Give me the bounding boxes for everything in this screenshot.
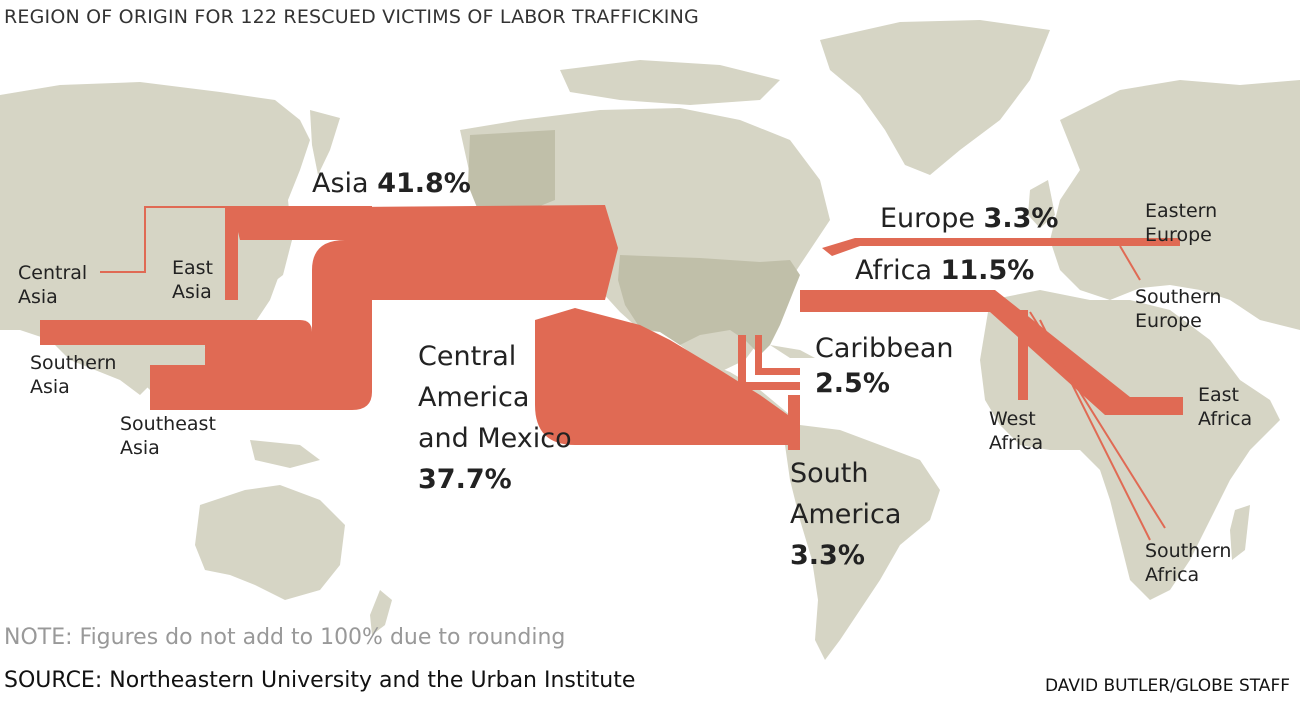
central-america-name-1: Central	[418, 341, 517, 372]
central-asia-label: Central Asia	[18, 262, 87, 310]
west-africa-label: West Africa	[989, 408, 1043, 456]
footnote: NOTE: Figures do not add to 100% due to …	[4, 625, 566, 650]
asia-label: Asia 41.8%	[312, 168, 471, 199]
central-asia-line-1: Central	[18, 262, 88, 284]
southern-africa-label: Southern Africa	[1145, 540, 1231, 588]
east-asia-line-2: Asia	[172, 280, 212, 303]
southern-europe-leader	[1119, 245, 1141, 281]
south-america-landmass	[785, 425, 940, 660]
europe-landmass	[1050, 80, 1300, 330]
usa-highlight	[618, 255, 800, 355]
chart-title: REGION OF ORIGIN FOR 122 RESCUED VICTIMS…	[4, 6, 699, 28]
new-guinea	[250, 440, 320, 468]
europe-name: Europe	[880, 203, 975, 234]
british-isles	[1028, 180, 1055, 228]
east-asia-label: East Asia	[172, 257, 213, 305]
new-zealand	[370, 590, 392, 635]
asia-name: Asia	[312, 168, 369, 199]
east-africa-line-2: Africa	[1198, 407, 1253, 430]
africa-branch-west	[1018, 310, 1028, 400]
west-africa-line-1: West	[989, 408, 1036, 430]
europe-flow	[822, 238, 1180, 256]
africa-flow	[800, 290, 1183, 415]
alaska-highlight	[468, 130, 555, 225]
asia-pct: 41.8%	[377, 168, 471, 199]
europe-label: Europe 3.3%	[880, 203, 1059, 234]
central-america-name-2: America	[418, 382, 530, 414]
southern-asia-label: Southern Asia	[30, 352, 116, 400]
australia-landmass	[195, 485, 345, 600]
caribbean-pct: 2.5%	[815, 368, 890, 400]
greenland	[820, 20, 1050, 175]
africa-pct: 11.5%	[940, 255, 1035, 286]
east-africa-label: East Africa	[1198, 384, 1252, 432]
southern-africa-line-1: Southern	[1145, 540, 1232, 562]
credit-line: DAVID BUTLER/GLOBE STAFF	[1045, 676, 1290, 696]
caribbean-name: Caribbean	[815, 333, 954, 364]
madagascar	[1230, 505, 1250, 560]
flow-bands	[40, 205, 1183, 450]
canadian-arctic	[560, 60, 780, 105]
caribbean-islands	[770, 345, 815, 358]
central-america-flow	[535, 308, 788, 445]
central-america-name-3: and Mexico	[418, 423, 572, 455]
west-africa-line-2: Africa	[989, 431, 1044, 454]
asia-flow-band	[205, 205, 618, 410]
south-america-name-2: America	[790, 499, 902, 531]
leader-lines	[100, 206, 1175, 541]
south-america-pct: 3.3%	[790, 540, 865, 572]
eastern-europe-line-2: Europe	[1145, 223, 1212, 246]
caribbean-label: Caribbean 2.5%	[815, 331, 954, 401]
asia-branch-southeast	[150, 365, 205, 410]
south-america-label: South America 3.3%	[790, 453, 901, 576]
east-africa-line-1: East	[1198, 384, 1239, 406]
southern-asia-line-2: Asia	[30, 375, 70, 398]
europe-pct: 3.3%	[983, 203, 1059, 234]
southeast-asia-label: Southeast Asia	[120, 413, 216, 461]
southern-europe-line-1: Southern	[1135, 286, 1222, 308]
southern-asia-line-1: Southern	[30, 352, 117, 374]
africa-label: Africa 11.5%	[855, 255, 1035, 286]
south-america-flow	[788, 395, 800, 450]
southern-africa-leader-2	[1039, 319, 1151, 541]
southern-africa-line-2: Africa	[1145, 563, 1200, 586]
central-america-pct: 37.7%	[418, 464, 512, 496]
source-line: SOURCE: Northeastern University and the …	[4, 668, 636, 693]
central-asia-line-2: Asia	[18, 285, 58, 308]
southern-africa-leader	[1029, 311, 1166, 529]
central-asia-leader	[100, 206, 372, 273]
southern-europe-line-2: Europe	[1135, 309, 1202, 332]
caribbean-flow	[738, 335, 800, 390]
eastern-europe-line-1: Eastern	[1145, 200, 1218, 222]
southeast-asia-line-1: Southeast	[120, 413, 216, 435]
eastern-europe-label: Eastern Europe	[1145, 200, 1217, 248]
south-america-name-1: South	[790, 458, 869, 489]
southeast-asia-line-2: Asia	[120, 436, 160, 459]
asia-branch-southern	[40, 320, 312, 345]
asia-landmass	[0, 82, 310, 395]
kamchatka	[310, 110, 340, 175]
east-asia-line-1: East	[172, 257, 213, 279]
southern-europe-label: Southern Europe	[1135, 286, 1221, 334]
central-america-label: Central America and Mexico 37.7%	[418, 336, 572, 500]
africa-name: Africa	[855, 255, 933, 286]
asia-branch-east	[226, 208, 238, 300]
